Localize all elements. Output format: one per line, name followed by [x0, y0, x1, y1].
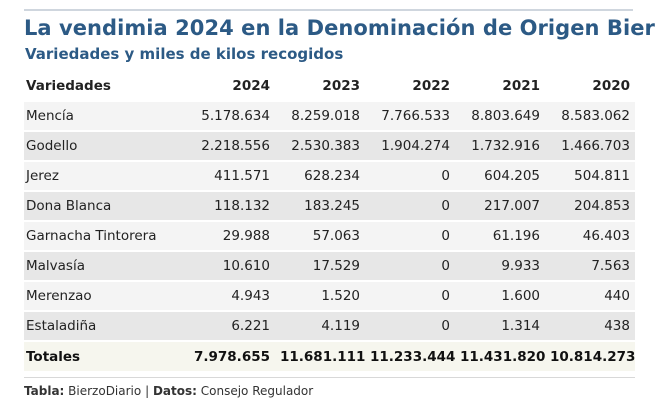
value-cell: 1.600	[501, 288, 540, 304]
value-cell: 0	[441, 168, 450, 184]
value-cell: 1.466.703	[561, 138, 630, 154]
value-cell: 604.205	[484, 168, 540, 184]
value-cell: 438	[604, 318, 630, 334]
value-cell: 628.234	[304, 168, 360, 184]
value-cell: 4.943	[231, 288, 270, 304]
value-cell: 0	[441, 288, 450, 304]
value-cell: 2.218.556	[201, 138, 270, 154]
totals-label: Totales	[26, 348, 81, 365]
value-cell: 1.904.274	[381, 138, 450, 154]
value-cell: 440	[604, 288, 630, 304]
value-cell: 411.571	[214, 168, 270, 184]
variety-cell: Godello	[26, 138, 78, 154]
totals-value: 11.681.111	[280, 348, 366, 365]
value-cell: 1.732.916	[471, 138, 540, 154]
column-header-year: 2024	[232, 77, 270, 94]
table-row: Jerez 411.571 628.234 0 604.205 504.811	[24, 161, 635, 191]
value-cell: 61.196	[492, 228, 540, 244]
table-row: Mencía 5.178.634 8.259.018 7.766.533 8.803.6…	[24, 101, 635, 131]
header-row: Variedades 2024 2023 2022 2021 2020	[24, 71, 635, 101]
value-cell: 204.853	[574, 198, 630, 214]
variety-cell: Garnacha Tintorera	[26, 228, 157, 244]
totals-value: 11.233.444	[370, 348, 456, 365]
table-header: Variedades 2024 2023 2022 2021 2020	[24, 71, 635, 101]
page-subtitle: Variedades y miles de kilos recogidos	[25, 45, 344, 63]
value-cell: 4.119	[321, 318, 360, 334]
column-header-year: 2023	[322, 77, 360, 94]
footer-source-label: Datos:	[152, 384, 197, 398]
value-cell: 217.007	[484, 198, 540, 214]
footer-source-value: Consejo Regulador	[200, 384, 314, 398]
value-cell: 10.610	[222, 258, 270, 274]
column-header-year: 2021	[502, 77, 540, 94]
value-cell: 118.132	[214, 198, 270, 214]
value-cell: 8.259.018	[291, 108, 360, 124]
variety-cell: Dona Blanca	[26, 198, 112, 214]
table-footer: Tabla: BierzoDiario | Datos: Consejo Reg…	[24, 377, 635, 398]
table-row: Malvasía 10.610 17.529 0 9.933 7.563	[24, 251, 635, 281]
totals-value: 7.978.655	[193, 348, 270, 365]
value-cell: 2.530.383	[291, 138, 360, 154]
table-body: Mencía 5.178.634 8.259.018 7.766.533 8.803.6…	[24, 101, 635, 371]
footer-separator: |	[145, 384, 150, 398]
value-cell: 8.583.062	[561, 108, 630, 124]
table-row: Estaladiña 6.221 4.119 0 1.314 438	[24, 311, 635, 341]
variety-cell: Jerez	[26, 168, 59, 184]
variety-cell: Mencía	[26, 108, 74, 124]
value-cell: 1.314	[501, 318, 540, 334]
value-cell: 504.811	[574, 168, 630, 184]
value-cell: 0	[441, 318, 450, 334]
variety-cell: Estaladiña	[26, 318, 97, 334]
value-cell: 5.178.634	[201, 108, 270, 124]
value-cell: 9.933	[501, 258, 540, 274]
value-cell: 0	[441, 258, 450, 274]
value-cell: 0	[441, 198, 450, 214]
value-cell: 6.221	[231, 318, 270, 334]
totals-value: 10.814.273	[550, 348, 636, 365]
value-cell: 29.988	[222, 228, 270, 244]
value-cell: 183.245	[304, 198, 360, 214]
variety-cell: Malvasía	[26, 258, 85, 274]
data-table: Variedades 2024 2023 2022 2021 2020 Mencía 5.1…	[24, 71, 635, 371]
table-row: Dona Blanca 118.132 183.245 0 217.007 204.853	[24, 191, 635, 221]
value-cell: 1.520	[321, 288, 360, 304]
value-cell: 8.803.649	[471, 108, 540, 124]
footer-table-label: Tabla:	[24, 384, 65, 398]
value-cell: 7.766.533	[381, 108, 450, 124]
variety-cell: Merenzao	[26, 288, 92, 304]
top-divider	[24, 9, 633, 11]
value-cell: 46.403	[582, 228, 630, 244]
table-row: Garnacha Tintorera 29.988 57.063 0 61.196 46.…	[24, 221, 635, 251]
column-header-variety: Variedades	[26, 77, 111, 94]
value-cell: 57.063	[312, 228, 360, 244]
value-cell: 7.563	[591, 258, 630, 274]
table-row: Godello 2.218.556 2.530.383 1.904.274 1.732.…	[24, 131, 635, 161]
column-header-year: 2020	[592, 77, 630, 94]
value-cell: 17.529	[312, 258, 360, 274]
page-title: La vendimia 2024 en la Denominación de O…	[24, 16, 655, 40]
footer-table-value: BierzoDiario	[68, 384, 142, 398]
column-header-year: 2022	[412, 77, 450, 94]
totals-row: Totales 7.978.655 11.681.111 11.233.444 11.4…	[24, 341, 635, 371]
value-cell: 0	[441, 228, 450, 244]
totals-value: 11.431.820	[460, 348, 546, 365]
table-row: Merenzao 4.943 1.520 0 1.600 440	[24, 281, 635, 311]
